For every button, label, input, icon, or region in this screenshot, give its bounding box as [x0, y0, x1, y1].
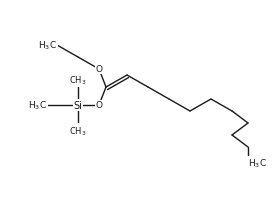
- Text: CH$_3$: CH$_3$: [69, 74, 87, 87]
- Text: Si: Si: [74, 101, 83, 110]
- Text: H$_3$C: H$_3$C: [38, 40, 57, 52]
- Text: O: O: [96, 101, 103, 110]
- Text: H$_3$C: H$_3$C: [28, 99, 47, 112]
- Text: O: O: [96, 65, 103, 74]
- Text: H$_3$C: H$_3$C: [248, 157, 267, 169]
- Text: CH$_3$: CH$_3$: [69, 124, 87, 137]
